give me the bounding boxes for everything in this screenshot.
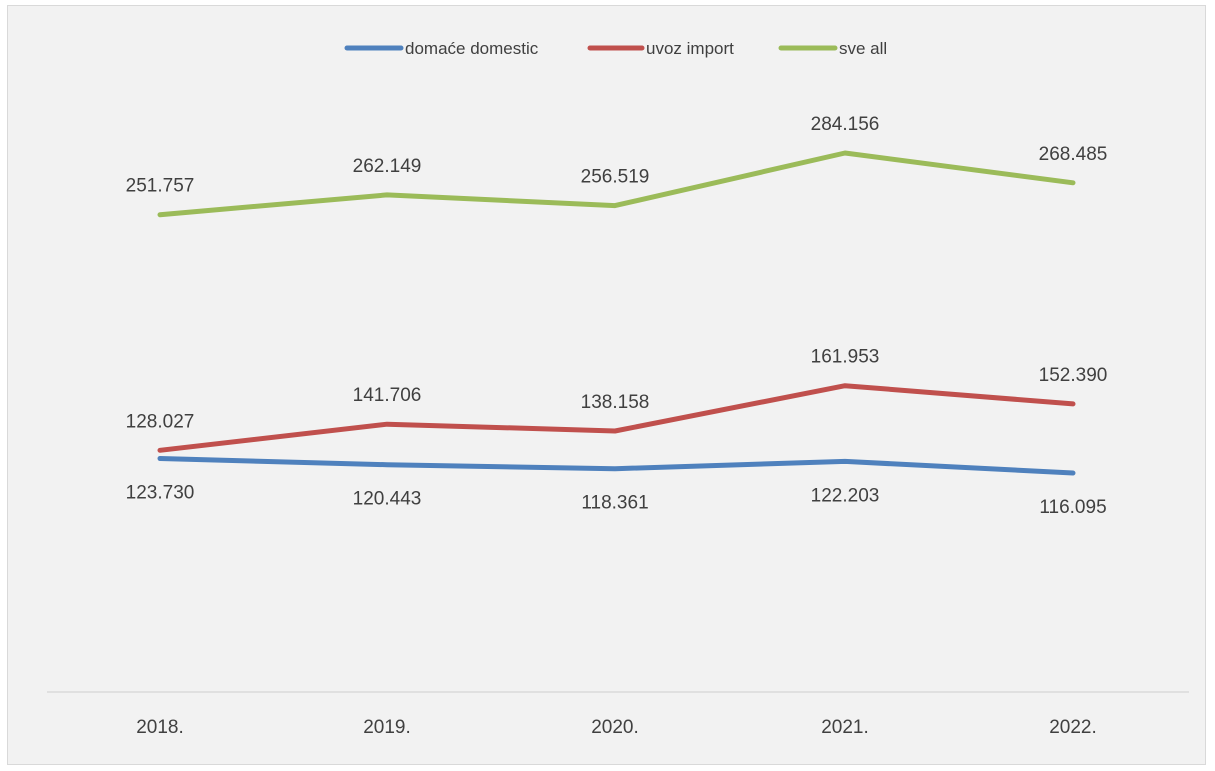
data-label: 123.730 <box>126 482 195 503</box>
chart-frame <box>7 5 1206 765</box>
x-tick-label: 2021. <box>821 717 869 738</box>
data-label: 256.519 <box>581 167 650 188</box>
legend-label: sve all <box>839 39 887 58</box>
x-axis-tick-labels: 2018. 2019. 2020. 2021. 2022. <box>136 717 1097 738</box>
data-label: 284.156 <box>811 114 880 135</box>
legend-label: domaće domestic <box>405 39 539 58</box>
data-label: 161.953 <box>811 347 880 368</box>
data-label: 138.158 <box>581 392 650 413</box>
series-line-1 <box>157 383 1076 453</box>
legend: domaće domestic uvoz import sve all <box>344 39 887 58</box>
data-labels: 123.730 120.443 118.361 122.203 116.095 128.0… <box>126 114 1108 518</box>
x-tick-label: 2022. <box>1049 717 1097 738</box>
data-label: 251.757 <box>126 176 195 197</box>
data-label: 152.390 <box>1039 365 1108 386</box>
data-label: 120.443 <box>353 489 422 510</box>
series-line-0 <box>157 456 1076 476</box>
data-label: 128.027 <box>126 411 195 432</box>
legend-label: uvoz import <box>646 39 734 58</box>
series-lines <box>157 150 1076 476</box>
data-label: 116.095 <box>1039 497 1106 518</box>
data-label: 268.485 <box>1039 144 1108 165</box>
data-label: 141.706 <box>353 385 422 406</box>
series-line-2 <box>157 150 1076 218</box>
data-label: 118.361 <box>581 493 648 514</box>
data-label: 262.149 <box>353 156 422 177</box>
x-tick-label: 2018. <box>136 717 184 738</box>
x-tick-label: 2020. <box>591 717 639 738</box>
x-tick-label: 2019. <box>363 717 411 738</box>
data-label: 122.203 <box>811 485 880 506</box>
